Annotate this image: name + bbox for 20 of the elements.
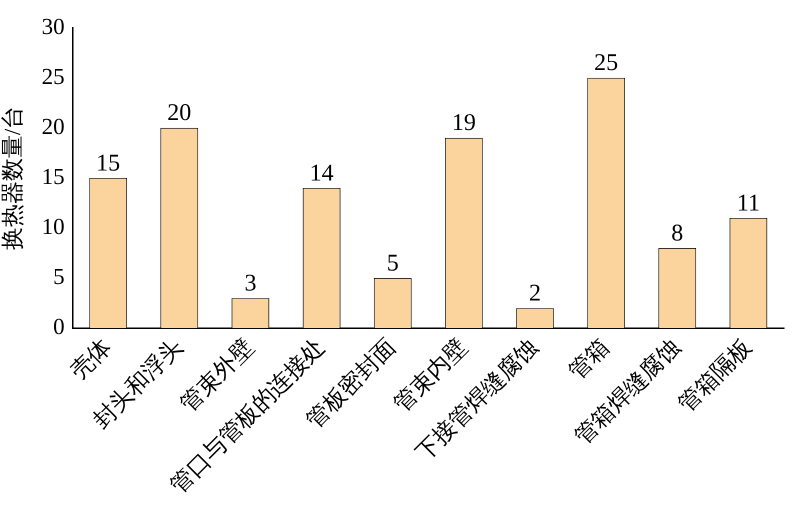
x-tick-label: 管箱 xyxy=(564,334,614,384)
y-axis-title: 换热器数量/台 xyxy=(0,106,25,250)
data-label: 8 xyxy=(671,220,684,246)
data-label: 20 xyxy=(167,100,192,126)
data-label: 25 xyxy=(594,50,618,76)
data-label: 3 xyxy=(244,270,256,296)
y-tick-label: 15 xyxy=(42,164,65,190)
y-tick-label: 10 xyxy=(42,214,65,240)
data-label: 2 xyxy=(529,280,542,306)
y-tick-label: 0 xyxy=(53,314,65,340)
data-label: 14 xyxy=(310,160,334,186)
y-tick-label: 5 xyxy=(53,264,65,290)
data-label: 19 xyxy=(452,110,476,136)
data-label: 15 xyxy=(96,150,120,176)
data-label: 5 xyxy=(386,250,399,276)
data-label: 11 xyxy=(736,190,760,216)
x-tick-label: 壳体 xyxy=(66,334,116,384)
y-tick-label: 30 xyxy=(42,14,65,39)
y-tick-label: 25 xyxy=(42,64,65,89)
y-tick-label: 20 xyxy=(42,114,65,139)
